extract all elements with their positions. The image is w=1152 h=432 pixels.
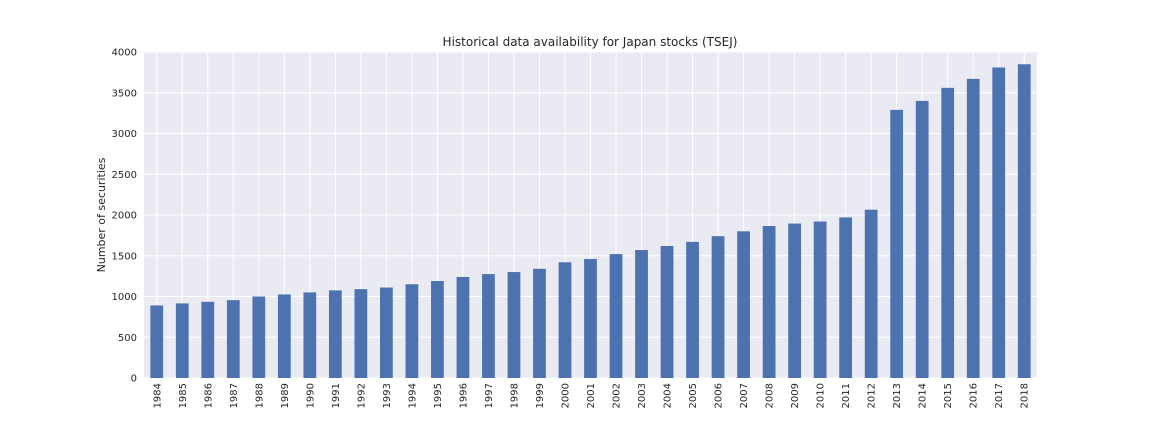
bar-2005 xyxy=(686,241,699,378)
bar-1994 xyxy=(405,284,419,378)
bar-1997 xyxy=(482,274,495,378)
bar-2009 xyxy=(788,223,801,378)
x-tick-label: 2011 xyxy=(841,383,852,408)
x-tick-label: 2017 xyxy=(994,383,1005,408)
x-tick-label: 2003 xyxy=(637,383,648,408)
y-axis-label: Number of securities xyxy=(95,157,108,272)
bar-1992 xyxy=(354,289,368,378)
bar-2001 xyxy=(584,259,597,378)
x-tick-label: 1998 xyxy=(509,383,520,408)
x-tick-label: 2001 xyxy=(586,383,597,408)
bar-1996 xyxy=(456,276,470,378)
x-tick-label: 1994 xyxy=(407,383,418,408)
x-tick-label: 1997 xyxy=(484,383,495,408)
y-tick-label: 0 xyxy=(131,374,137,385)
bar-2002 xyxy=(609,254,623,378)
x-tick-label: 2014 xyxy=(918,383,929,408)
bar-2016 xyxy=(966,78,980,379)
x-tick-label: 1995 xyxy=(433,383,444,408)
x-tick-label: 1989 xyxy=(280,383,291,408)
x-tick-label: 1988 xyxy=(254,383,265,408)
bar-1986 xyxy=(201,301,215,378)
x-tick-label: 1984 xyxy=(152,383,163,408)
x-tick-label: 2002 xyxy=(612,383,623,408)
y-tick-label: 3500 xyxy=(112,88,137,99)
bar-2007 xyxy=(737,231,750,378)
y-tick-label: 500 xyxy=(118,333,137,344)
bar-1999 xyxy=(533,268,546,378)
bar-2015 xyxy=(941,87,955,379)
bar-2008 xyxy=(762,226,776,378)
y-axis-ticks: 0 500 1000 1500 2000 2500 3000 3500 4000 xyxy=(112,48,137,385)
x-tick-label: 1991 xyxy=(331,383,342,408)
x-tick-label: 1992 xyxy=(356,383,367,408)
x-tick-label: 2008 xyxy=(765,383,776,408)
x-tick-label: 1987 xyxy=(229,383,240,408)
bar-2006 xyxy=(711,236,725,378)
x-tick-label: 2007 xyxy=(739,383,750,408)
bars xyxy=(150,64,1031,379)
bar-2000 xyxy=(558,262,572,378)
x-tick-label: 1993 xyxy=(382,383,393,408)
y-tick-label: 2000 xyxy=(112,211,137,222)
bar-1985 xyxy=(175,303,189,378)
bar-2003 xyxy=(635,250,648,378)
x-tick-label: 1999 xyxy=(535,383,546,408)
bar-1984 xyxy=(150,305,164,378)
bar-1987 xyxy=(226,300,240,378)
bar-1988 xyxy=(252,296,266,378)
x-tick-label: 2016 xyxy=(969,383,980,408)
chart-title: Historical data availability for Japan s… xyxy=(443,35,738,49)
x-axis-ticks: 1984 1985 1986 1987 1988 1989 1990 1991 1992 1993… xyxy=(152,383,1030,408)
x-tick-label: 1985 xyxy=(178,383,189,408)
x-tick-label: 2012 xyxy=(867,383,878,408)
bar-2014 xyxy=(915,100,929,379)
x-tick-label: 2009 xyxy=(790,383,801,408)
y-tick-label: 1000 xyxy=(112,292,137,303)
bar-2011 xyxy=(839,217,853,378)
x-tick-label: 2010 xyxy=(816,383,827,408)
y-tick-label: 2500 xyxy=(112,170,137,181)
y-tick-label: 1500 xyxy=(112,251,137,262)
bar-2013 xyxy=(890,109,904,379)
x-tick-label: 1986 xyxy=(203,383,214,408)
x-tick-label: 2004 xyxy=(663,383,674,408)
x-tick-label: 2005 xyxy=(688,383,699,408)
bar-1995 xyxy=(431,281,444,378)
y-tick-label: 4000 xyxy=(112,48,137,59)
x-tick-label: 1996 xyxy=(458,383,469,408)
y-tick-label: 3000 xyxy=(112,129,137,140)
bar-1990 xyxy=(303,292,317,378)
bar-2012 xyxy=(864,209,878,378)
bar-1991 xyxy=(328,290,342,378)
bar-2018 xyxy=(1017,64,1031,378)
x-tick-label: 1990 xyxy=(305,383,316,408)
x-tick-label: 2006 xyxy=(714,383,725,408)
x-tick-label: 2015 xyxy=(943,383,954,408)
bar-2017 xyxy=(992,67,1006,379)
bar-1989 xyxy=(277,294,291,378)
bar-2004 xyxy=(660,245,674,378)
bar-1993 xyxy=(380,287,393,378)
x-tick-label: 2018 xyxy=(1020,383,1031,408)
x-tick-label: 2013 xyxy=(892,383,903,408)
bar-2010 xyxy=(813,221,827,378)
x-tick-label: 2000 xyxy=(560,383,571,408)
bar-1998 xyxy=(507,272,521,378)
